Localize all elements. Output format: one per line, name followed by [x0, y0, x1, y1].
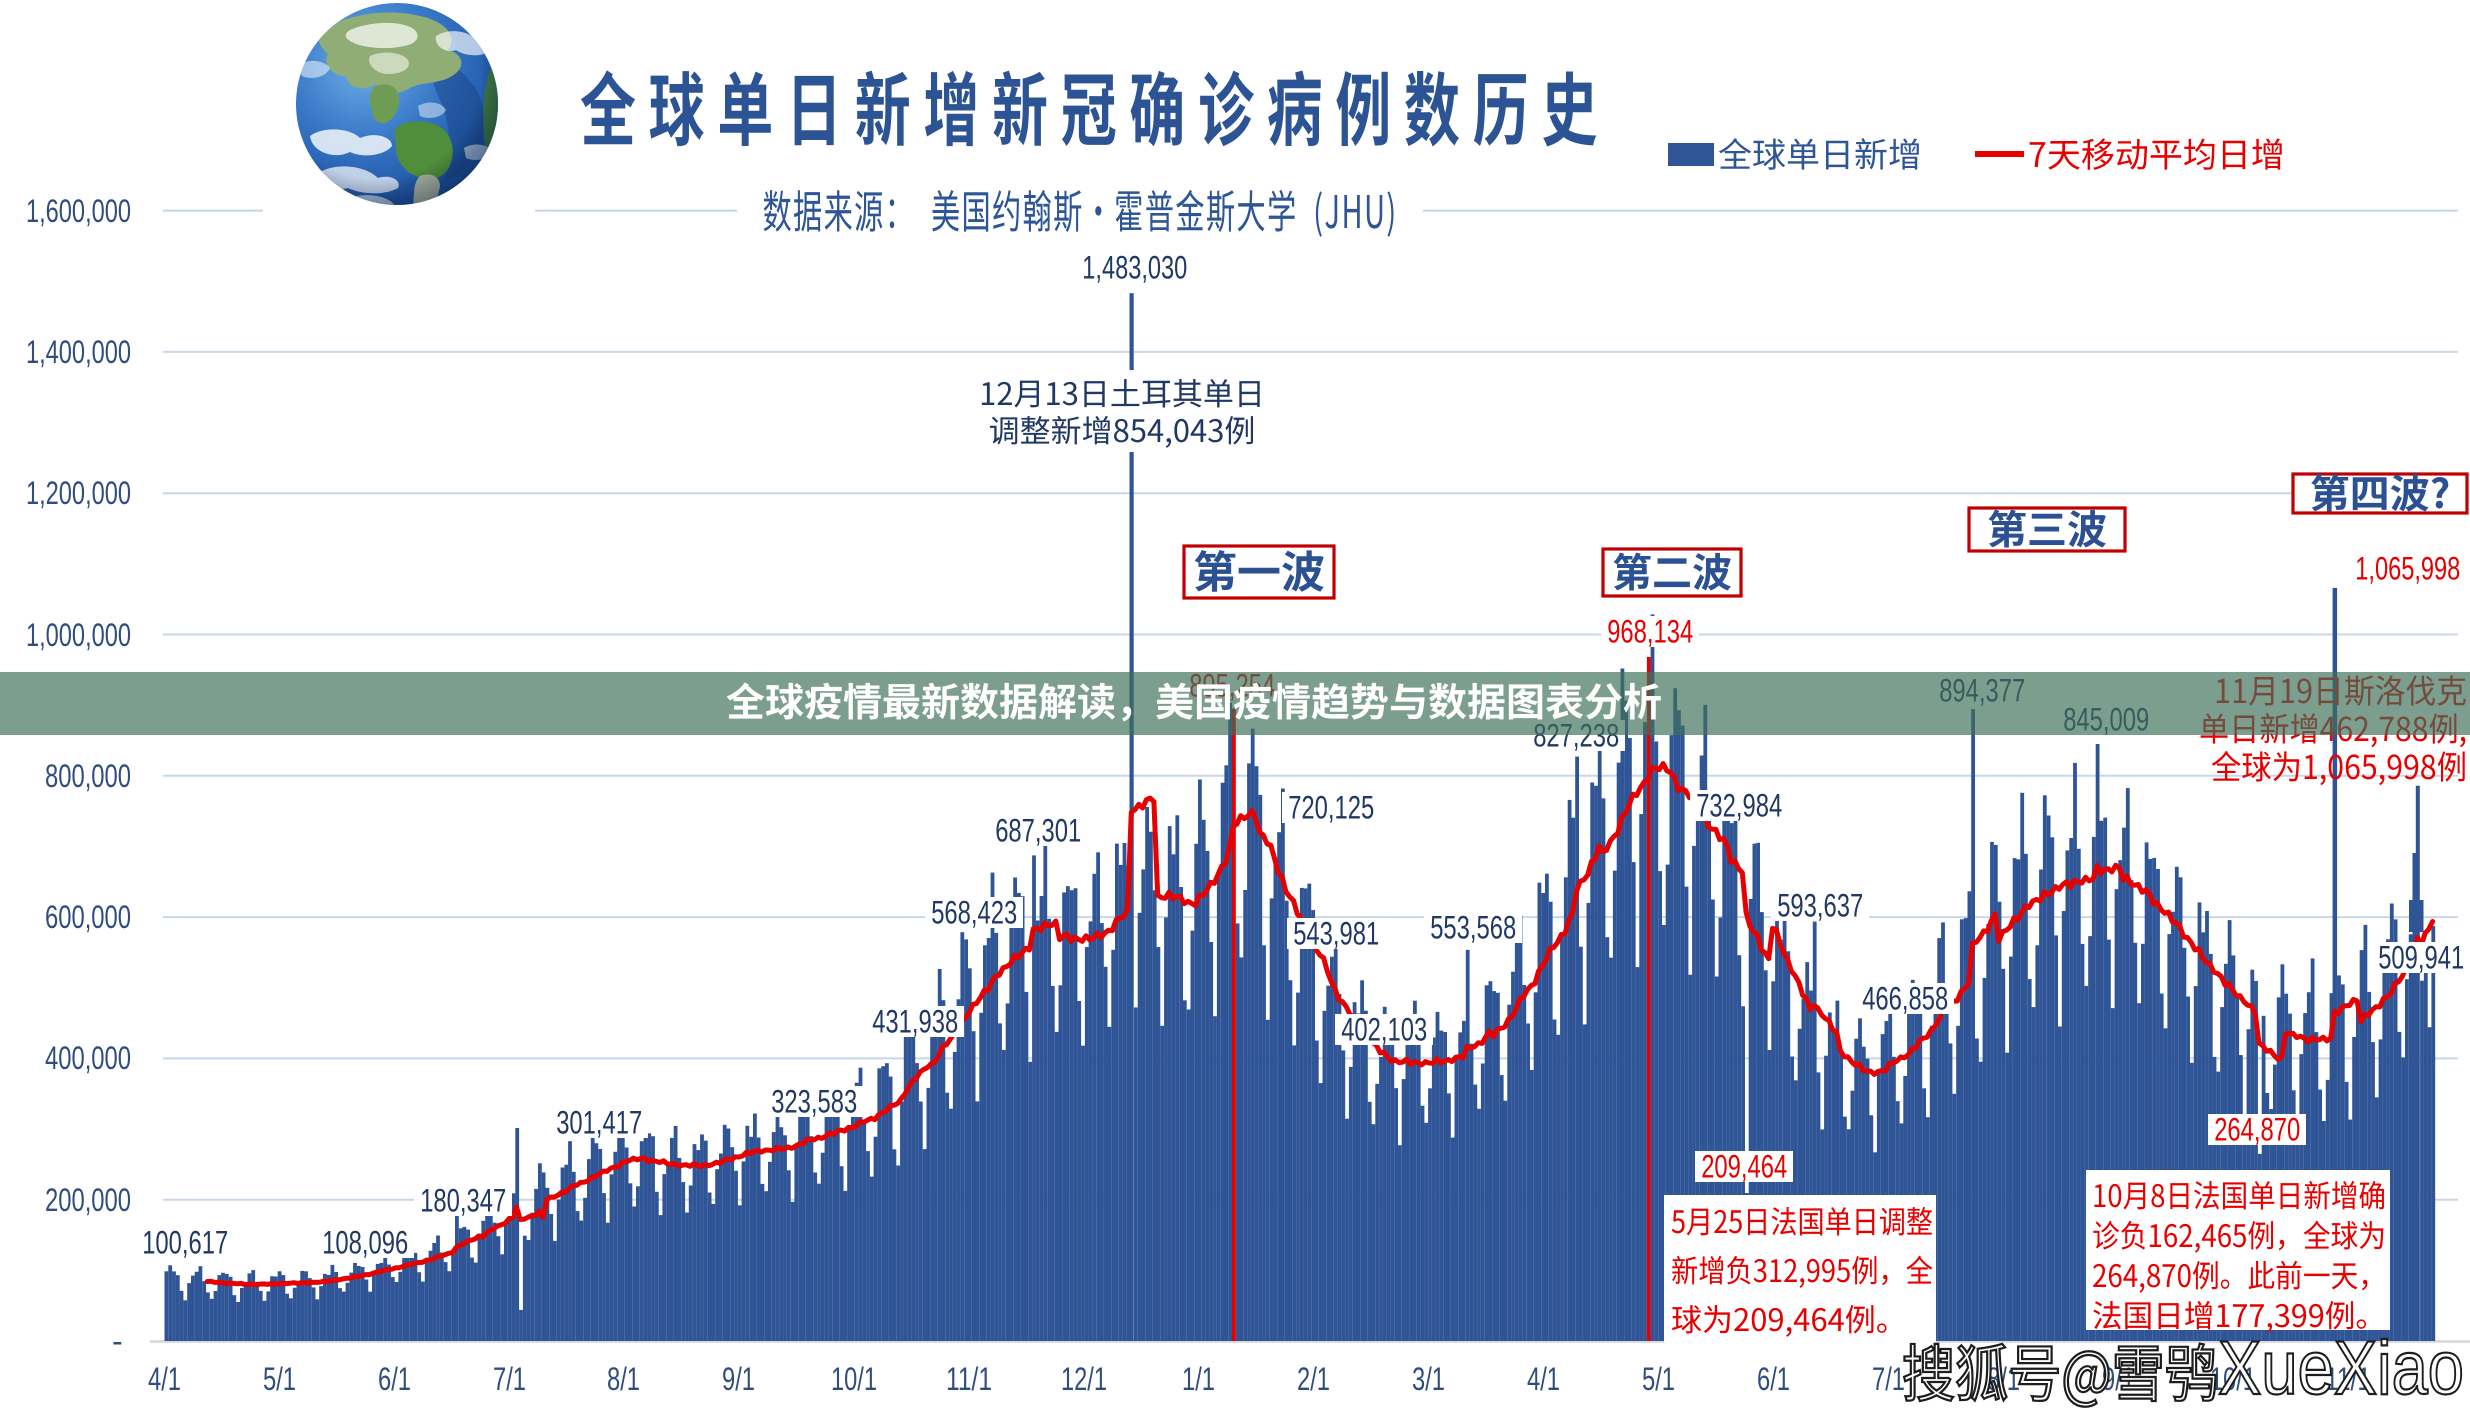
- svg-text:431,938: 431,938: [872, 1003, 958, 1039]
- svg-text:10/1: 10/1: [2210, 1361, 2256, 1397]
- svg-text:12/1: 12/1: [1061, 1361, 1107, 1397]
- svg-text:7/1: 7/1: [493, 1361, 526, 1397]
- svg-text:1,483,030: 1,483,030: [1082, 249, 1187, 285]
- svg-text:200,000: 200,000: [45, 1182, 131, 1218]
- svg-text:1,400,000: 1,400,000: [26, 334, 131, 370]
- svg-text:543,981: 543,981: [1293, 915, 1379, 951]
- svg-text:8/1: 8/1: [607, 1361, 640, 1397]
- svg-text:509,941: 509,941: [2378, 939, 2464, 975]
- svg-text:5/1: 5/1: [263, 1361, 296, 1397]
- svg-text:323,583: 323,583: [771, 1083, 857, 1119]
- svg-text:1,065,998: 1,065,998: [2355, 550, 2460, 586]
- svg-text:5/1: 5/1: [1642, 1361, 1675, 1397]
- svg-text:687,301: 687,301: [995, 812, 1081, 848]
- svg-text:3/1: 3/1: [1412, 1361, 1445, 1397]
- svg-text:720,125: 720,125: [1288, 789, 1374, 825]
- svg-text:4/1: 4/1: [1527, 1361, 1560, 1397]
- svg-text:264,870: 264,870: [2214, 1111, 2300, 1147]
- svg-text:11/1: 11/1: [2325, 1361, 2371, 1397]
- svg-text:9/1: 9/1: [722, 1361, 755, 1397]
- svg-text:1,200,000: 1,200,000: [26, 475, 131, 511]
- svg-text:XueXiao: XueXiao: [2218, 1326, 2464, 1408]
- svg-text:209,464: 209,464: [1701, 1148, 1787, 1184]
- svg-text:180,347: 180,347: [420, 1182, 506, 1218]
- svg-text:466,858: 466,858: [1862, 980, 1948, 1016]
- svg-text:1/1: 1/1: [1182, 1361, 1215, 1397]
- svg-text:1,000,000: 1,000,000: [26, 617, 131, 653]
- svg-text:2/1: 2/1: [1297, 1361, 1330, 1397]
- svg-text:600,000: 600,000: [45, 899, 131, 935]
- svg-text:800,000: 800,000: [45, 758, 131, 794]
- svg-text:6/1: 6/1: [378, 1361, 411, 1397]
- svg-text:1,600,000: 1,600,000: [26, 193, 131, 229]
- svg-text:100,617: 100,617: [142, 1224, 228, 1260]
- svg-text:6/1: 6/1: [1757, 1361, 1790, 1397]
- svg-text:7/1: 7/1: [1872, 1361, 1905, 1397]
- svg-text:402,103: 402,103: [1341, 1011, 1427, 1047]
- svg-text:301,417: 301,417: [556, 1104, 642, 1140]
- svg-text:400,000: 400,000: [45, 1040, 131, 1076]
- svg-text:108,096: 108,096: [322, 1224, 408, 1260]
- svg-text:593,637: 593,637: [1777, 887, 1863, 923]
- svg-text:553,568: 553,568: [1430, 909, 1516, 945]
- svg-text:732,984: 732,984: [1696, 787, 1782, 823]
- svg-text:968,134: 968,134: [1607, 613, 1693, 649]
- svg-text:-: -: [112, 1323, 123, 1359]
- svg-text:568,423: 568,423: [931, 894, 1017, 930]
- svg-text:11/1: 11/1: [946, 1361, 992, 1397]
- svg-text:10/1: 10/1: [831, 1361, 877, 1397]
- svg-text:4/1: 4/1: [148, 1361, 181, 1397]
